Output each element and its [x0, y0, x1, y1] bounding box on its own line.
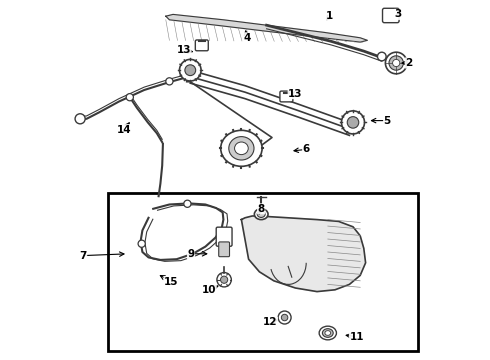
Circle shape	[220, 276, 228, 283]
Text: 15: 15	[164, 276, 178, 287]
Text: 13: 13	[176, 45, 191, 55]
FancyBboxPatch shape	[383, 8, 399, 23]
Text: 14: 14	[117, 125, 132, 135]
Text: 10: 10	[202, 285, 216, 295]
Ellipse shape	[319, 326, 337, 340]
Circle shape	[217, 273, 231, 287]
Text: 6: 6	[303, 144, 310, 154]
Ellipse shape	[325, 330, 331, 336]
Ellipse shape	[235, 142, 248, 155]
Circle shape	[281, 314, 288, 321]
Text: 12: 12	[263, 317, 277, 327]
Circle shape	[389, 56, 403, 70]
Circle shape	[377, 52, 386, 61]
FancyBboxPatch shape	[219, 242, 229, 257]
Text: 2: 2	[405, 58, 413, 68]
Text: 1: 1	[326, 11, 333, 21]
Text: 7: 7	[79, 251, 87, 261]
Text: 5: 5	[384, 116, 391, 126]
Circle shape	[347, 117, 359, 128]
Circle shape	[342, 111, 365, 134]
Circle shape	[75, 114, 85, 124]
FancyBboxPatch shape	[196, 40, 208, 51]
Circle shape	[386, 52, 407, 74]
Bar	[108, 193, 418, 351]
Polygon shape	[166, 14, 368, 42]
Text: 4: 4	[243, 33, 250, 43]
Text: 9: 9	[188, 249, 195, 259]
Text: 8: 8	[258, 204, 265, 214]
Ellipse shape	[229, 137, 254, 160]
Text: 11: 11	[349, 332, 364, 342]
Circle shape	[392, 59, 400, 67]
Text: 3: 3	[394, 9, 402, 19]
FancyBboxPatch shape	[280, 91, 293, 102]
Ellipse shape	[254, 209, 268, 220]
Circle shape	[166, 78, 173, 85]
Text: 13: 13	[288, 89, 303, 99]
Ellipse shape	[322, 329, 333, 337]
Circle shape	[126, 94, 133, 101]
Polygon shape	[242, 216, 366, 292]
Circle shape	[184, 200, 191, 207]
Circle shape	[185, 65, 196, 76]
Circle shape	[179, 59, 201, 81]
Circle shape	[278, 311, 291, 324]
Ellipse shape	[220, 130, 262, 166]
Circle shape	[138, 240, 145, 247]
FancyBboxPatch shape	[216, 227, 232, 246]
Ellipse shape	[257, 211, 265, 217]
